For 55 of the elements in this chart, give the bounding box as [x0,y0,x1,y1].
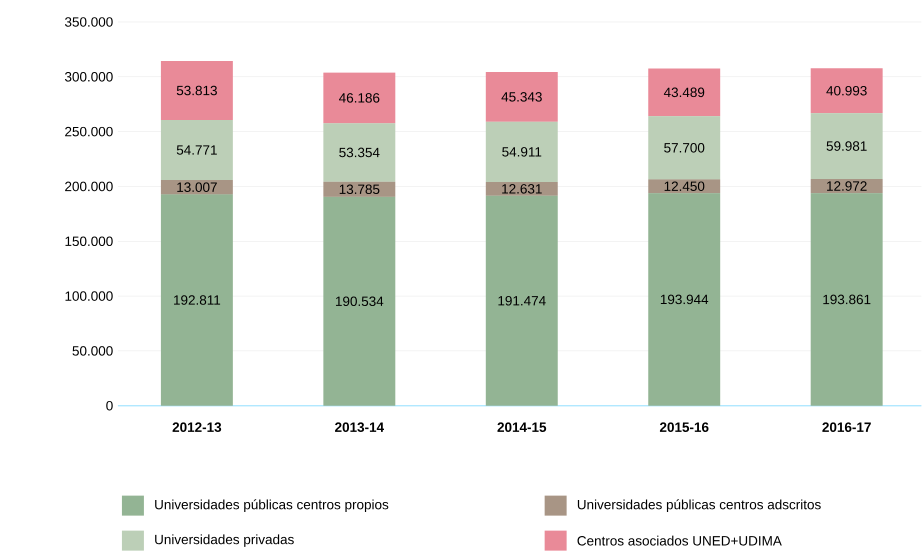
bar [323,197,396,406]
bar [486,196,558,406]
bar [160,120,233,180]
bar [810,113,883,180]
y-tick-label: 100.000 [66,292,113,302]
bar [486,72,558,122]
bar [160,61,233,120]
data-label: 53.354 [339,148,380,158]
data-label: 46.186 [339,93,380,103]
data-label: 190.534 [336,296,384,306]
x-tick-label: 2014-15 [497,422,546,432]
data-label: 45.343 [501,92,542,102]
y-tick-label: 200.000 [65,182,113,192]
y-tick-label: 150.000 [66,236,113,246]
x-tick-label: 2013-14 [335,422,384,432]
legend-label: Universidades públicas centros adscritos [578,499,821,512]
data-label: 193.861 [823,294,870,304]
y-tick-label: 300.000 [64,72,113,82]
data-label: 193.944 [660,294,708,304]
bar [323,182,396,198]
data-label: 12.450 [664,182,704,192]
data-label: 13.007 [177,182,217,192]
bar [323,123,396,182]
x-tick-label: 2015-16 [660,422,708,432]
x-tick-label: 2012-13 [172,422,222,432]
data-label: 12.631 [502,184,542,194]
data-label: 13.785 [340,184,380,194]
x-tick-label: 2016-17 [822,422,871,432]
bar [810,68,883,114]
data-label: 191.474 [498,296,546,306]
legend-label: Universidades privadas [155,534,294,548]
y-tick-label: 50.000 [72,346,113,356]
bar [648,116,720,180]
bar [648,68,720,116]
y-tick-label: 0 [106,401,113,411]
data-label: 53.813 [176,86,217,96]
bar [810,193,883,406]
y-tick-label: 250.000 [65,127,113,137]
data-label: 192.811 [174,295,220,305]
legend-label: Universidades públicas centros propios [155,499,388,512]
data-label: 54.911 [502,147,542,157]
data-label: 57.700 [664,143,704,153]
data-label: 40.993 [826,86,867,96]
y-tick-label: 350.000 [64,17,113,27]
bar [486,122,558,182]
data-label: 59.981 [826,141,867,152]
bar [648,193,720,406]
bar [160,180,233,195]
bar [486,182,558,196]
legend-label: Centros asociados UNED+UDIMA [578,536,782,546]
bar [323,72,396,124]
data-label: 54.771 [176,146,217,155]
data-label: 12.972 [827,181,867,192]
bar [160,194,233,406]
data-label: 43.489 [664,88,704,98]
